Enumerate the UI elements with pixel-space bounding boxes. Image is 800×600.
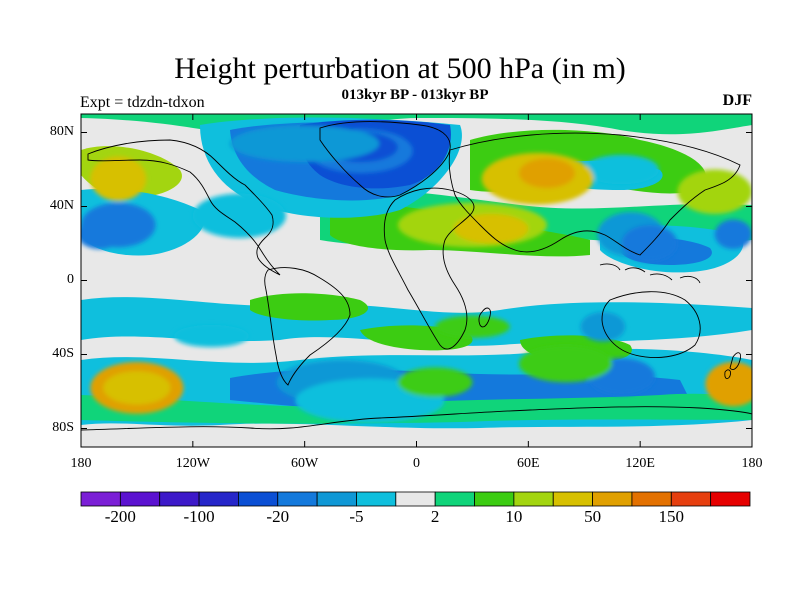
field-region-10 bbox=[103, 371, 171, 405]
lon-label-3: 0 bbox=[413, 456, 420, 471]
colorbar-label-5: 10 bbox=[505, 507, 523, 526]
colorbar bbox=[80, 491, 751, 507]
antarctica-coast bbox=[81, 406, 752, 431]
lat-label-2: 0 bbox=[67, 271, 74, 287]
south-america-coast bbox=[264, 267, 351, 386]
lat-label-1: 40N bbox=[49, 197, 74, 213]
colorbar-box-10 bbox=[474, 491, 515, 507]
colorbar-box-13 bbox=[592, 491, 633, 507]
field-region-2 bbox=[230, 125, 380, 163]
lon-label-0: 180 bbox=[70, 456, 92, 471]
australia-coast bbox=[601, 291, 701, 358]
map-area bbox=[81, 114, 752, 447]
colorbar-label-7: 150 bbox=[658, 507, 685, 526]
colorbar-box-16 bbox=[710, 491, 751, 507]
colorbar-label-6: 50 bbox=[584, 507, 602, 526]
greenland-coast bbox=[319, 121, 451, 198]
field-region-11 bbox=[705, 361, 752, 407]
field-region-20 bbox=[90, 156, 147, 201]
season-label: DJF bbox=[722, 92, 752, 109]
colorbar-box-1 bbox=[119, 491, 161, 507]
lat-label-3: 40S bbox=[52, 345, 74, 361]
field-region-17 bbox=[519, 158, 575, 188]
axis-ticks bbox=[80, 114, 753, 447]
field-region-26 bbox=[397, 367, 473, 398]
colorbar-box-14 bbox=[631, 491, 672, 507]
field-region-19 bbox=[453, 213, 529, 244]
colorbar-label-0: -200 bbox=[104, 507, 136, 526]
colorbar-box-5 bbox=[277, 491, 318, 507]
lon-label-1: 120W bbox=[175, 456, 210, 471]
colorbar-box-7 bbox=[356, 491, 397, 507]
field-region-8 bbox=[584, 154, 659, 185]
colorbar-box-8 bbox=[395, 491, 436, 507]
colorbar-box-3 bbox=[198, 491, 239, 507]
lat-label-0: 80N bbox=[49, 123, 74, 139]
colorbar-box-0 bbox=[80, 491, 121, 507]
lon-label-6: 180 bbox=[741, 456, 763, 471]
colorbar-box-9 bbox=[434, 491, 475, 507]
colorbar-box-6 bbox=[316, 491, 357, 507]
lon-label-4: 60E bbox=[517, 456, 540, 471]
madagascar-coast bbox=[478, 307, 491, 328]
field-region-12 bbox=[174, 324, 249, 348]
lat-label-4: 80S bbox=[52, 419, 74, 435]
colorbar-label-3: -5 bbox=[349, 507, 364, 526]
colorbar-box-12 bbox=[552, 491, 593, 507]
field-region-7 bbox=[621, 225, 678, 262]
experiment-label: Expt = tdzdn-tdxon bbox=[80, 94, 205, 111]
map-subtitle: 013kyr BP - 013kyr BP bbox=[341, 87, 489, 103]
north-america-coast bbox=[87, 139, 281, 276]
new-zealand-coast bbox=[724, 352, 741, 380]
asia-coast bbox=[448, 132, 741, 256]
field-region-22 bbox=[714, 219, 752, 250]
colorbar-label-2: -20 bbox=[266, 507, 290, 526]
colorbar-box-2 bbox=[159, 491, 200, 507]
field-region-21 bbox=[677, 169, 752, 214]
coastlines bbox=[81, 121, 752, 431]
europe-africa-coast bbox=[383, 187, 475, 350]
lon-label-2: 60W bbox=[291, 456, 319, 471]
indonesia-coast bbox=[599, 263, 701, 284]
colorbar-box-15 bbox=[670, 491, 712, 507]
field-regions bbox=[81, 125, 752, 423]
field-region-5 bbox=[192, 193, 287, 238]
colorbar-box-4 bbox=[238, 491, 279, 507]
map-title: Height perturbation at 500 hPa (in m) bbox=[174, 52, 626, 85]
colorbar-box-11 bbox=[513, 491, 554, 507]
field-region-23 bbox=[519, 345, 613, 383]
colorbar-label-4: 2 bbox=[430, 507, 440, 526]
field-region-24 bbox=[435, 315, 510, 338]
field-region-4 bbox=[81, 219, 122, 250]
colorbar-label-1: -100 bbox=[183, 507, 215, 526]
lon-label-5: 120E bbox=[625, 456, 655, 471]
